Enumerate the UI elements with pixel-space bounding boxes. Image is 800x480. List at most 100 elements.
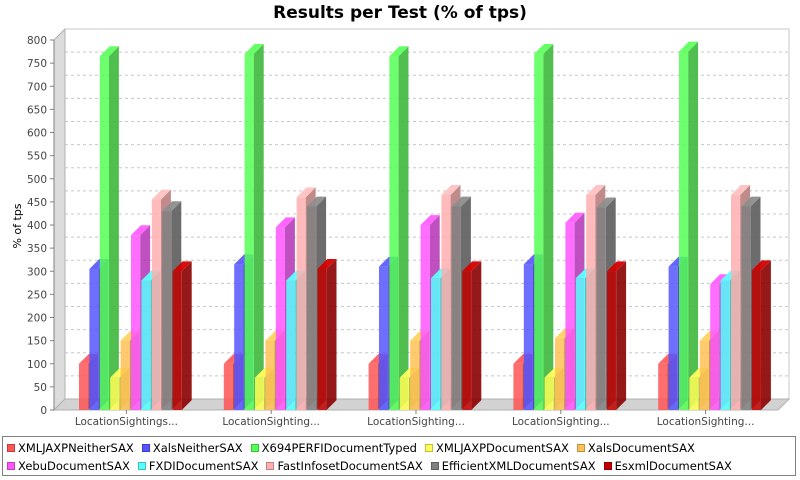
legend-swatch <box>424 444 433 452</box>
bar-front <box>462 271 472 410</box>
legend-label: XalsDocumentSAX <box>587 441 695 455</box>
legend-item: FastInfosetDocumentSAX <box>266 457 423 475</box>
legend-label: EfficientXMLDocumentSAX <box>441 459 596 473</box>
chart-title: Results per Test (% of tps) <box>273 3 527 23</box>
legend-item: EfficientXMLDocumentSAX <box>430 457 596 475</box>
bar-front <box>679 51 689 410</box>
bar-top <box>679 41 699 52</box>
bars-layer <box>79 41 771 410</box>
bar-side <box>688 41 699 410</box>
bar-front <box>317 268 327 410</box>
bar-front <box>89 268 99 410</box>
bar-front <box>110 377 120 410</box>
bar-front <box>223 363 233 410</box>
bar-side <box>253 43 264 410</box>
x-tick-label: LocationSighting... <box>222 416 320 428</box>
bar-front <box>420 225 430 410</box>
legend-swatch <box>7 444 15 452</box>
legend-swatch <box>603 462 612 470</box>
bar-top <box>275 217 295 228</box>
bar-front <box>596 207 606 410</box>
x-tick-label: LocationSighting... <box>512 416 610 428</box>
legend-swatch <box>576 444 585 452</box>
bar-front <box>410 340 420 410</box>
x-tick-label: LocationSighting... <box>367 416 465 428</box>
legend-label: XMLJAXPDocumentSAX <box>435 441 569 455</box>
bar-side <box>398 46 409 410</box>
bar-front <box>555 338 565 410</box>
bar-front <box>534 53 544 410</box>
bar-top <box>244 43 264 54</box>
legend-label: FXDIDocumentSAX <box>148 459 259 473</box>
bar-side <box>326 259 337 410</box>
bar-front <box>710 284 720 410</box>
y-tick-label: 150 <box>27 336 47 348</box>
bar-side <box>109 46 119 410</box>
bar-front <box>151 199 161 410</box>
bar-top <box>441 185 461 195</box>
bar-front <box>255 377 265 410</box>
bar <box>389 46 409 410</box>
bar-top <box>741 196 761 207</box>
bar-top <box>534 43 554 54</box>
y-tick-label: 50 <box>34 382 47 394</box>
bar-top <box>307 196 327 207</box>
bar-front <box>234 264 244 410</box>
bar-top <box>151 189 171 200</box>
bar-front <box>689 377 699 410</box>
y-tick-label: 450 <box>27 197 47 209</box>
bar-top <box>731 185 751 195</box>
y-tick-label: 500 <box>27 174 47 186</box>
legend-label: XebuDocumentSAX <box>18 459 130 473</box>
bar-top <box>389 46 409 57</box>
bar-top <box>296 187 316 198</box>
y-tick-label: 0 <box>40 405 47 417</box>
legend-item: FXDIDocumentSAX <box>137 457 259 475</box>
bar-front <box>523 264 533 410</box>
legend-label: X694PERFIDocumentTyped <box>261 441 417 455</box>
y-tick-label: 700 <box>27 81 47 93</box>
bar-chart: Results per Test (% of tps) % of tps 0 50… <box>11 3 791 428</box>
bar-front <box>565 222 575 410</box>
bar-top <box>586 185 606 195</box>
bar-front <box>751 270 761 410</box>
bar-top <box>172 261 192 272</box>
bar-front <box>731 194 741 410</box>
bar-front <box>296 197 306 410</box>
bar <box>244 43 264 410</box>
y-tick-label: 200 <box>27 313 47 325</box>
y-tick-label: 800 <box>27 35 47 47</box>
legend-swatch <box>250 444 259 452</box>
bar-front <box>141 280 151 410</box>
bar-front <box>399 377 409 410</box>
bar-front <box>79 363 89 410</box>
legend: XMLJAXPNeitherSAX XalsNeitherSAX X694PERFI… <box>2 436 796 476</box>
y-tick-label: 600 <box>27 128 47 140</box>
legend-swatch <box>137 462 146 470</box>
y-tick-label: 750 <box>27 58 47 70</box>
legend-swatch <box>430 462 439 470</box>
bar-front <box>368 363 378 410</box>
bar <box>462 261 482 410</box>
bar-top <box>565 212 585 223</box>
bar-front <box>586 194 596 410</box>
bar-side <box>181 261 192 410</box>
bar-side <box>616 261 627 410</box>
y-tick-label: 550 <box>27 151 47 163</box>
bar-front <box>575 278 585 410</box>
bar-front <box>699 340 709 410</box>
legend-item: XMLJAXPNeitherSAX <box>7 439 134 457</box>
bar <box>751 260 771 410</box>
bar <box>172 261 192 410</box>
legend-item: XalsNeitherSAX <box>141 439 243 457</box>
bar-side <box>543 43 554 410</box>
y-tick-label: 250 <box>27 289 47 301</box>
bar-top <box>317 259 337 269</box>
bar-front <box>99 56 109 410</box>
x-tick-label: LocationSightings... <box>75 416 178 428</box>
legend-item: X694PERFIDocumentTyped <box>250 439 417 457</box>
bar-front <box>451 206 461 410</box>
y-tick-label: 350 <box>27 243 47 255</box>
bar-top <box>451 196 471 207</box>
